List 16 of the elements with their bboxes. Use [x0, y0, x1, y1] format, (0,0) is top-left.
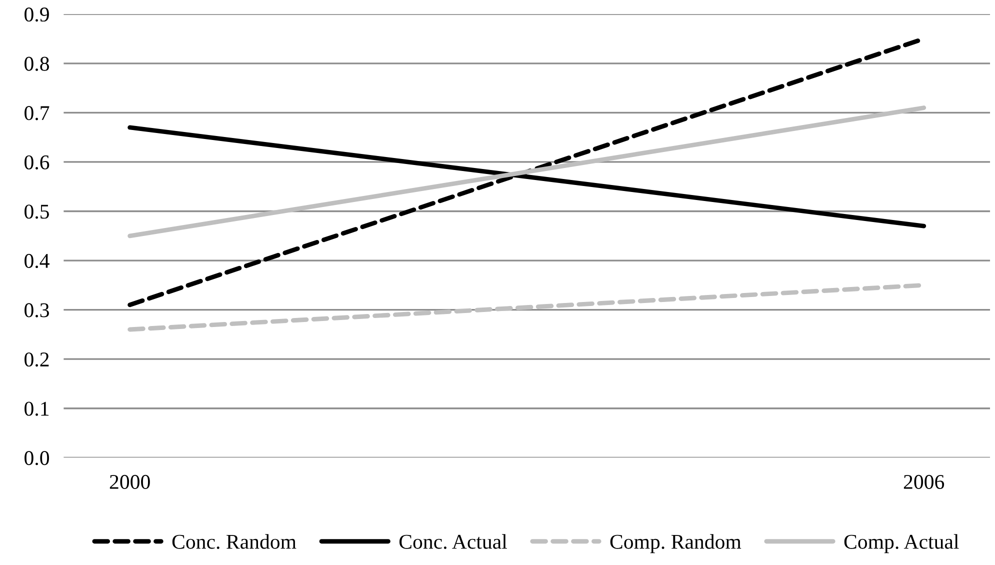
- y-tick-label: 0.0: [24, 451, 49, 466]
- x-tick-label: 2000: [110, 474, 150, 489]
- legend-label: Conc. Actual: [399, 534, 507, 549]
- legend-label: Comp. Random: [610, 534, 742, 554]
- y-tick-label: 0.3: [24, 303, 49, 318]
- y-tick-label: 0.4: [24, 254, 50, 268]
- y-tick-label: 0.9: [24, 8, 49, 22]
- y-tick-label: 0.1: [24, 402, 49, 416]
- legend-label: Comp. Actual: [844, 534, 959, 554]
- y-tick-label: 0.2: [24, 352, 49, 367]
- y-tick-label: 0.6: [24, 155, 50, 170]
- y-tick-label: 0.5: [24, 204, 49, 219]
- x-tick-label: 2006: [904, 474, 944, 489]
- y-tick-label: 0.7: [24, 106, 50, 120]
- y-tick-label: 0.8: [24, 56, 49, 71]
- legend-label: Conc. Random: [172, 534, 296, 549]
